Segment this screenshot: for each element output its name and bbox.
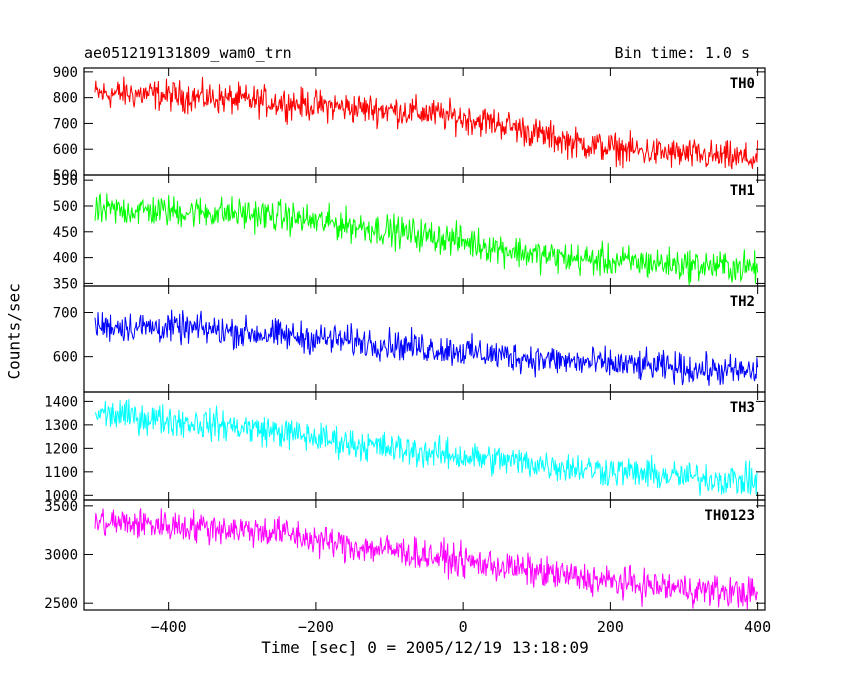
y-tick-label-th1: 550 <box>53 173 78 189</box>
chart-title: ae051219131809_wam0_trn <box>84 44 292 62</box>
y-tick-label-th3: 1300 <box>44 418 78 434</box>
y-tick-label-th0123: 3500 <box>44 499 78 515</box>
y-tick-label-th3: 1400 <box>44 394 78 410</box>
y-tick-label-th0123: 3000 <box>44 548 78 564</box>
x-tick-label: 0 <box>459 618 468 636</box>
series-line-th0123 <box>94 508 759 610</box>
panel-frame-th0 <box>83 67 766 176</box>
y-tick-label-th1: 350 <box>53 276 78 292</box>
y-tick-label-th3: 1000 <box>44 488 78 504</box>
x-tick-label: 400 <box>744 618 771 636</box>
panel-label-th0123: TH0123 <box>704 508 755 524</box>
series-line-th3 <box>94 399 758 496</box>
x-tick-label: 200 <box>597 618 624 636</box>
y-tick-label-th0: 900 <box>53 65 78 81</box>
y-tick-label-th3: 1200 <box>44 441 78 457</box>
y-tick-label-th3: 1100 <box>44 465 78 481</box>
y-tick-label-th2: 700 <box>53 306 78 322</box>
y-tick-label-th0: 500 <box>53 168 78 184</box>
panel-label-th1: TH1 <box>730 183 755 199</box>
x-tick-label: −200 <box>298 618 334 636</box>
y-tick-label-th0: 800 <box>53 91 78 107</box>
y-tick-label-th1: 500 <box>53 199 78 215</box>
x-axis-title: Time [sec] 0 = 2005/12/19 13:18:09 <box>261 638 589 657</box>
x-tick-label: −400 <box>151 618 187 636</box>
y-tick-label-th1: 400 <box>53 251 78 267</box>
series-line-th0 <box>94 76 759 170</box>
y-tick-label-th1: 450 <box>53 225 78 241</box>
series-line-th1 <box>94 192 759 286</box>
series-line-th2 <box>94 309 759 386</box>
y-tick-label-th0: 600 <box>53 142 78 158</box>
y-tick-label-th0123: 2500 <box>44 596 78 612</box>
panel-label-th0: TH0 <box>730 76 755 92</box>
y-tick-label-th0: 700 <box>53 116 78 132</box>
chart-subtitle: Bin time: 1.0 s <box>614 44 750 62</box>
y-tick-label-th2: 600 <box>53 350 78 366</box>
panel-label-th2: TH2 <box>730 294 755 310</box>
panel-label-th3: TH3 <box>730 400 755 416</box>
